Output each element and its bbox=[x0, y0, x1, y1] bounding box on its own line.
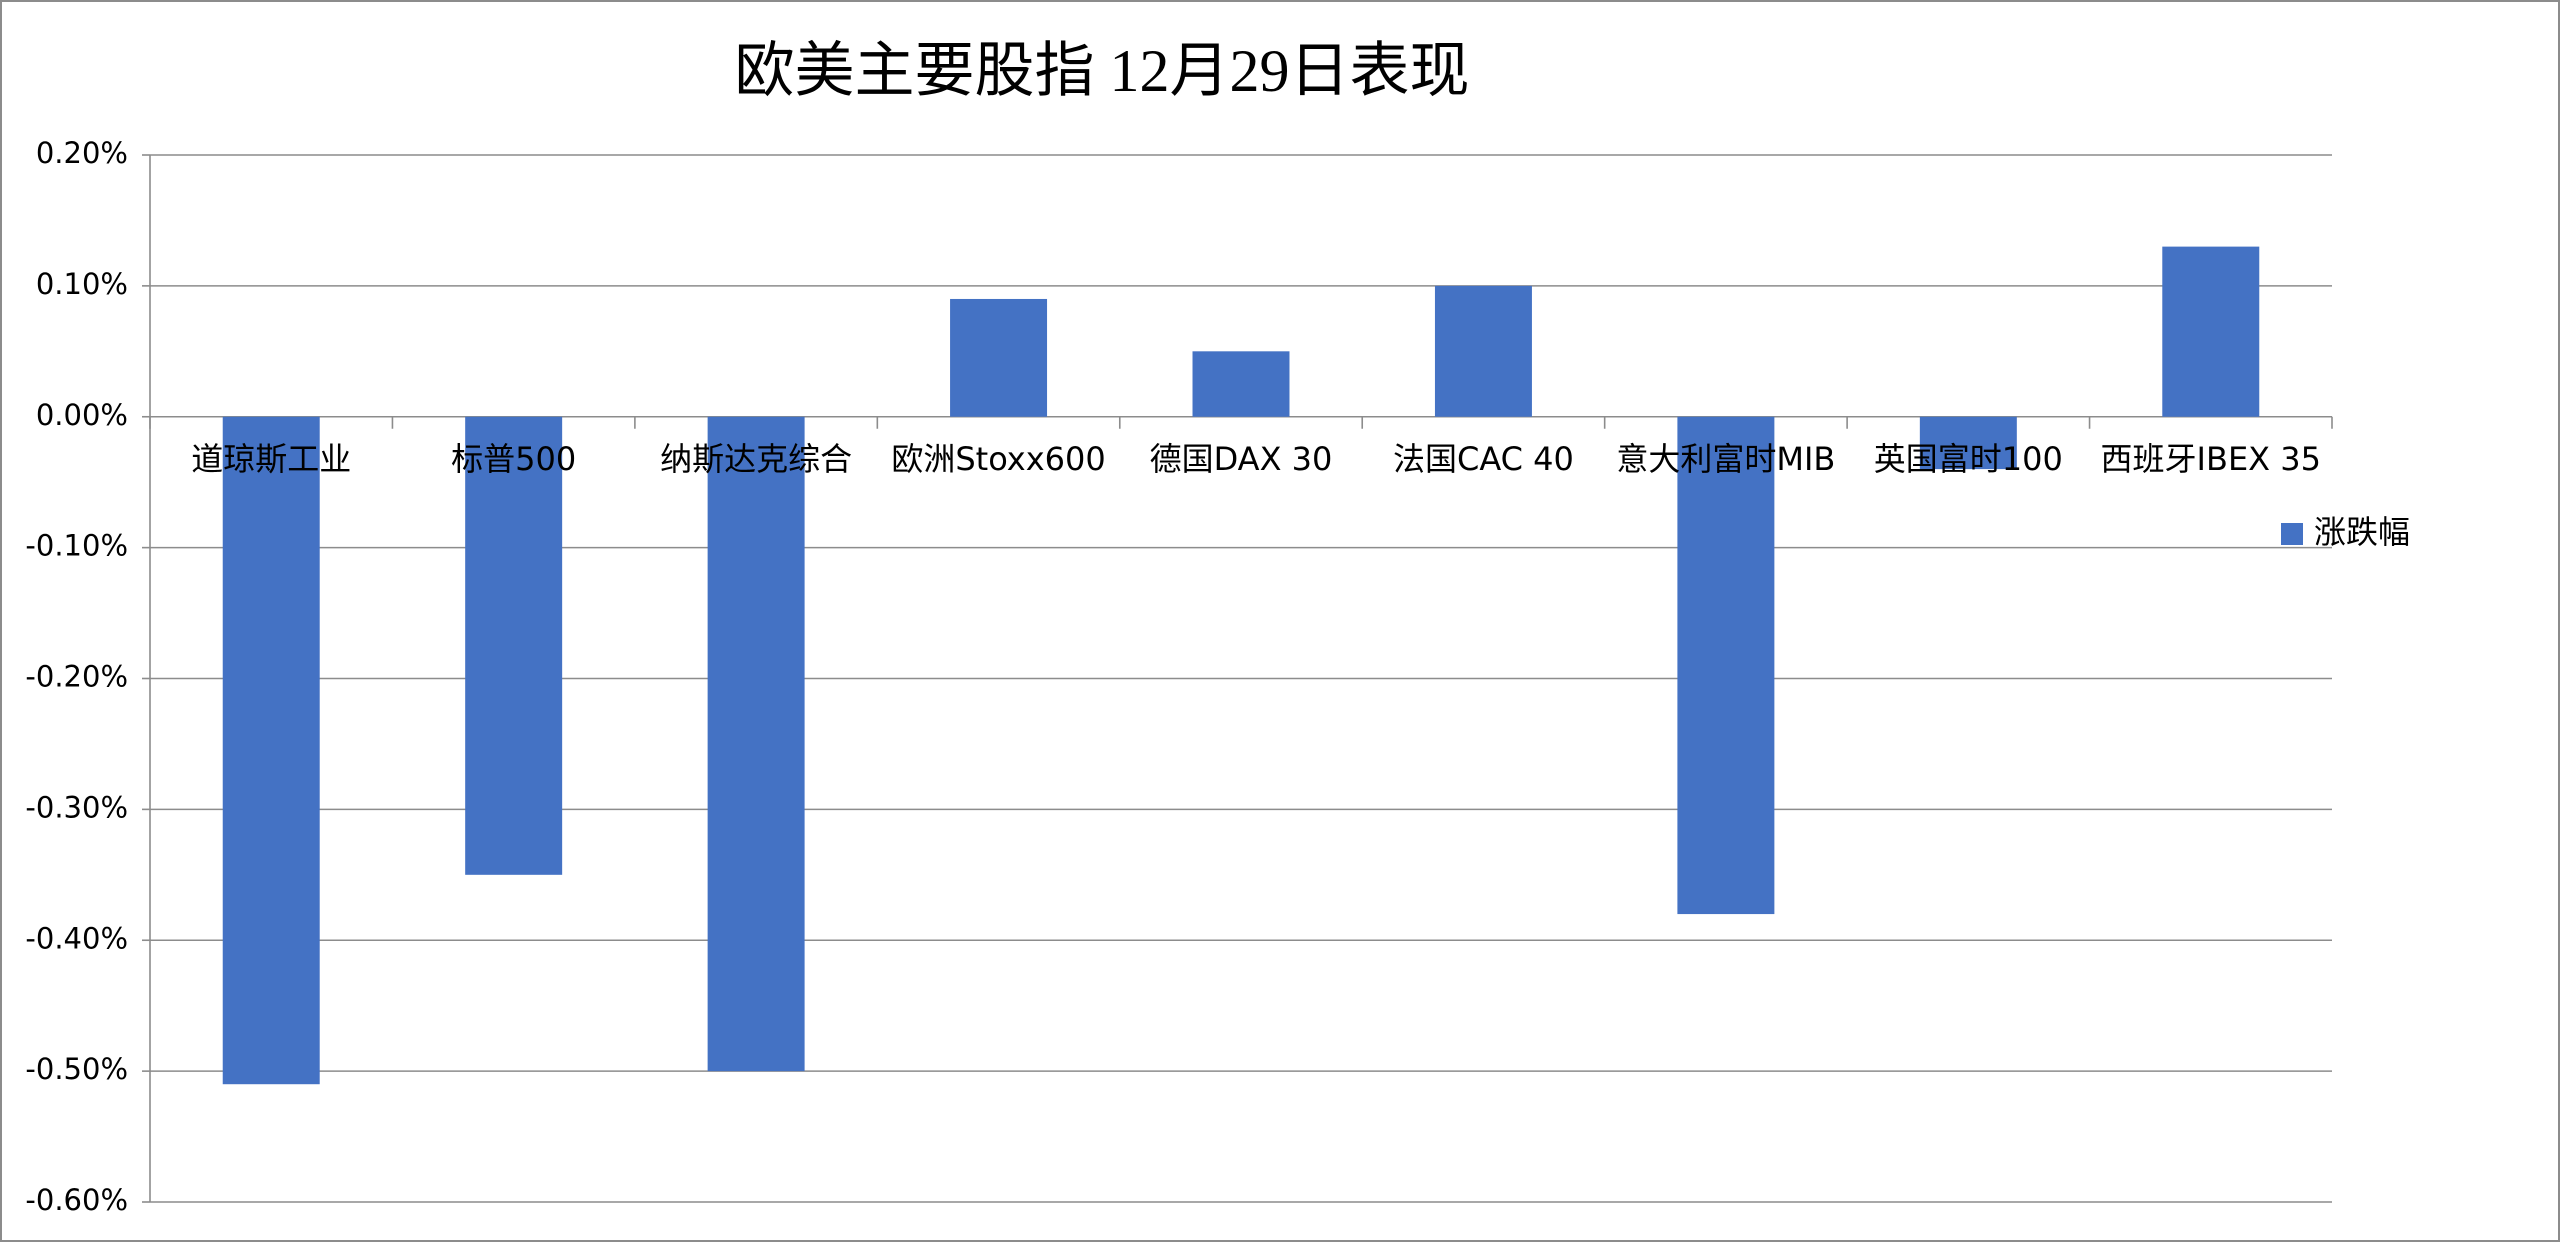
x-tick-label: 纳斯达克综合 bbox=[660, 440, 852, 478]
y-tick-label: -0.60% bbox=[25, 1183, 128, 1217]
bar bbox=[2162, 246, 2260, 417]
bar bbox=[707, 416, 805, 1072]
x-tick-label: 意大利富时MIB bbox=[1616, 440, 1835, 478]
y-tick-label: 0.00% bbox=[36, 398, 128, 432]
legend-label: 涨跌幅 bbox=[2314, 513, 2410, 551]
x-tick-label: 法国CAC 40 bbox=[1393, 440, 1574, 478]
y-tick-label: -0.20% bbox=[25, 660, 128, 694]
bar bbox=[1919, 416, 2017, 470]
x-tick-label: 西班牙IBEX 35 bbox=[2101, 440, 2321, 478]
bar bbox=[465, 416, 563, 875]
bar bbox=[950, 298, 1048, 417]
bar bbox=[1192, 351, 1290, 417]
legend-swatch bbox=[2281, 523, 2303, 545]
x-tick-label: 英国富时100 bbox=[1874, 440, 2063, 478]
y-tick-label: 0.10% bbox=[36, 267, 128, 301]
bar bbox=[222, 416, 320, 1085]
y-tick-label: -0.40% bbox=[25, 921, 128, 955]
chart-title: 欧美主要股指 12月29日表现 bbox=[735, 38, 1470, 104]
x-tick-label: 德国DAX 30 bbox=[1150, 440, 1333, 478]
bar bbox=[1677, 416, 1775, 915]
y-tick-label: -0.50% bbox=[25, 1052, 128, 1086]
x-tick-label: 道琼斯工业 bbox=[191, 440, 351, 478]
y-tick-label: -0.10% bbox=[25, 529, 128, 563]
bar bbox=[1434, 285, 1532, 417]
x-tick-label: 欧洲Stoxx600 bbox=[891, 440, 1105, 478]
y-tick-label: 0.20% bbox=[36, 136, 128, 170]
y-tick-label: -0.30% bbox=[25, 790, 128, 824]
x-tick-label: 标普500 bbox=[451, 440, 576, 478]
